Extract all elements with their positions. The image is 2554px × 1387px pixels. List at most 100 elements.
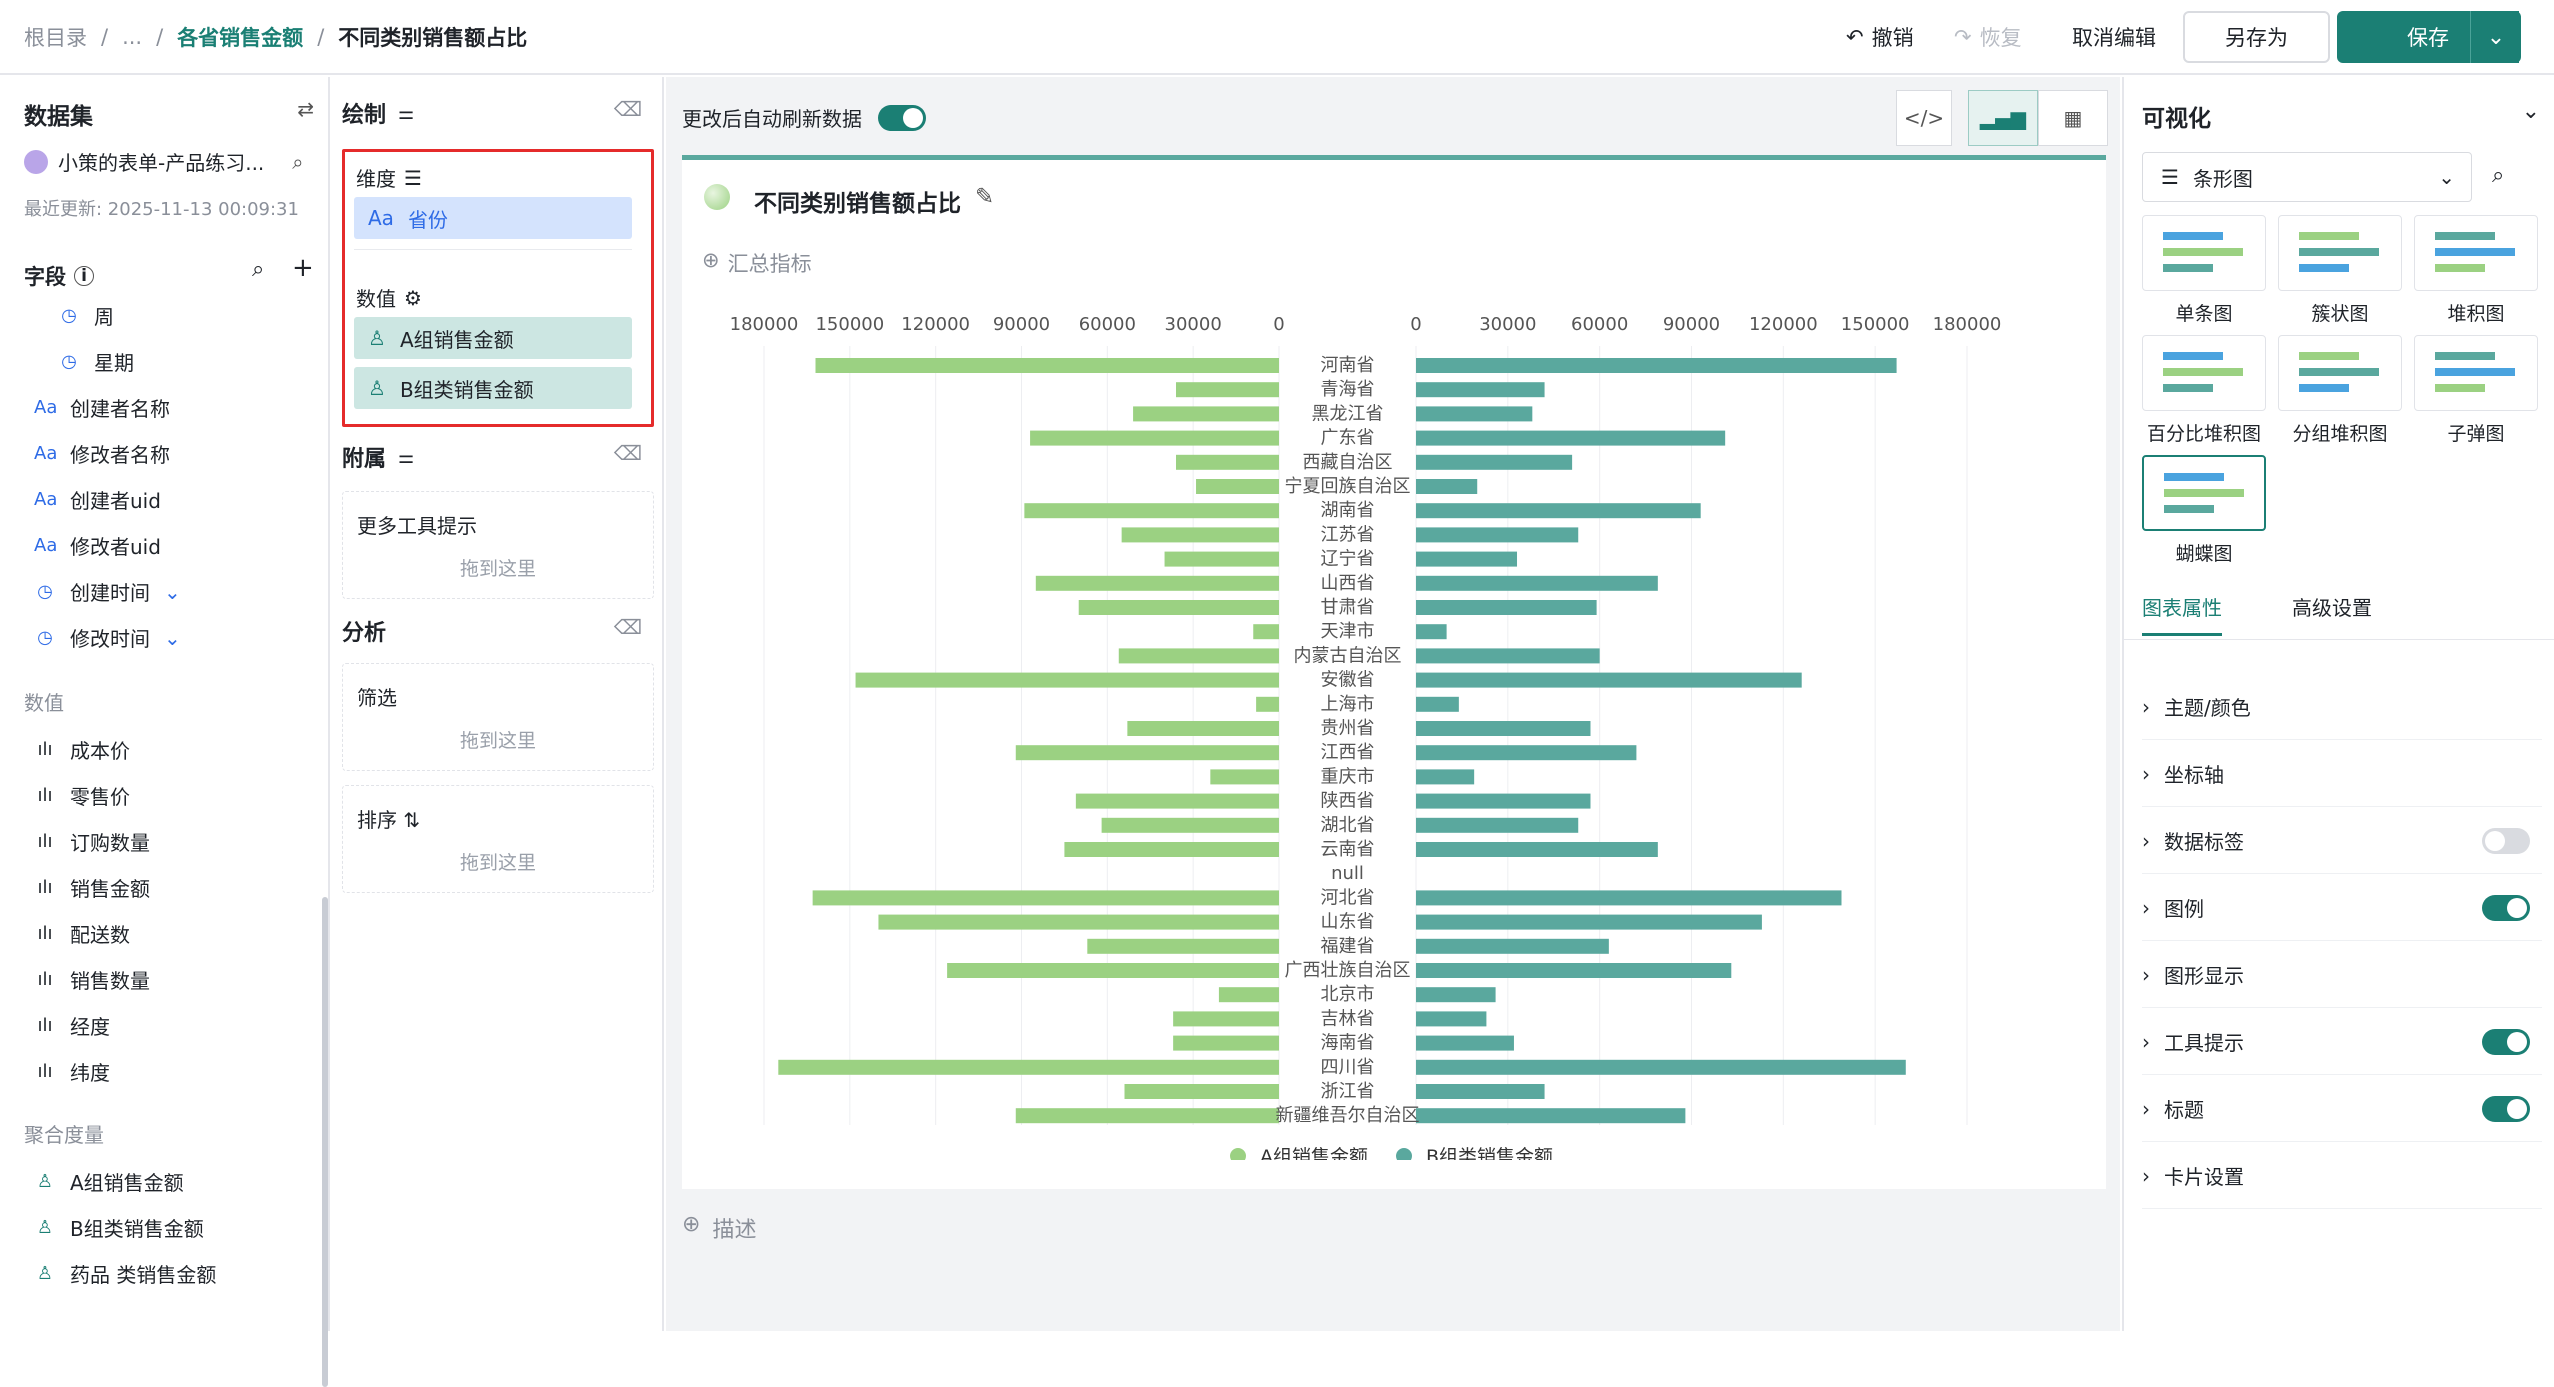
bar-series-a: [1196, 479, 1279, 494]
dimension-pill[interactable]: Aa 省份: [354, 197, 632, 239]
breadcrumb-ellipsis[interactable]: ...: [122, 25, 143, 49]
redo-button[interactable]: ↷ 恢复: [1954, 22, 2022, 52]
text-field-icon: Aa: [34, 443, 58, 464]
filter-lines-icon[interactable]: ☰: [404, 165, 422, 190]
chart-type-option[interactable]: 堆积图: [2414, 215, 2538, 326]
summary-metric-button[interactable]: ⊕ 汇总指标: [702, 248, 812, 278]
chart-type-option[interactable]: 分组堆积图: [2278, 335, 2402, 446]
search-icon[interactable]: ⌕: [252, 257, 265, 282]
field-label: 药品 类销售金额: [70, 1263, 217, 1287]
aggregate-icon: ♙: [36, 1171, 54, 1192]
chart-type-option[interactable]: 簇状图: [2278, 215, 2402, 326]
save-as-button[interactable]: 另存为: [2183, 11, 2330, 63]
sort-drop-zone[interactable]: 排序 ⇅ 拖到这里: [342, 785, 654, 893]
bar-series-b: [1416, 454, 1573, 470]
prop-section[interactable]: › 图形显示: [2142, 942, 2542, 1008]
settings-sliders-icon[interactable]: ⚌: [398, 102, 415, 124]
prop-label: 主题/颜色: [2164, 696, 2251, 720]
field-item[interactable]: ılı 订购数量: [34, 827, 150, 856]
field-item[interactable]: ılı 配送数: [34, 919, 130, 948]
tooltip-drop-zone[interactable]: 更多工具提示 拖到这里: [342, 491, 654, 599]
preview-icon[interactable]: ⌕: [292, 149, 304, 174]
field-item[interactable]: Aa 修改者名称: [34, 439, 170, 468]
field-item[interactable]: ◷ 周: [58, 301, 114, 330]
undo-button[interactable]: ↶ 撤销: [1846, 22, 1914, 52]
prop-label: 图形显示: [2164, 964, 2244, 988]
breadcrumb-root[interactable]: 根目录: [24, 26, 87, 50]
prop-section[interactable]: › 主题/颜色: [2142, 674, 2542, 740]
switch-dataset-icon[interactable]: ⇄: [297, 97, 314, 121]
search-icon[interactable]: ⌕: [2492, 163, 2505, 188]
thumbnail-bar: [2163, 352, 2223, 360]
category-label: 贵州省: [1321, 718, 1375, 739]
dataset-name-label: 小策的表单-产品练习...: [58, 151, 265, 175]
field-item[interactable]: ♙ 药品 类销售金额: [34, 1259, 216, 1288]
clear-icon[interactable]: ⌫: [613, 441, 642, 465]
prop-toggle[interactable]: [2482, 828, 2530, 854]
sort-icon[interactable]: ⇅: [403, 808, 421, 832]
prop-section[interactable]: › 标题: [2142, 1076, 2542, 1142]
field-item[interactable]: ◷ 修改时间 ⌄: [34, 623, 181, 652]
chart-type-option[interactable]: 蝴蝶图: [2142, 455, 2266, 566]
prop-toggle[interactable]: [2482, 1096, 2530, 1122]
breadcrumb-parent[interactable]: 各省销售金额: [177, 26, 304, 50]
measure-pill[interactable]: ♙ B组类销售金额: [354, 367, 632, 409]
edit-icon[interactable]: ✎: [975, 184, 995, 210]
field-item[interactable]: ◷ 星期: [58, 347, 134, 376]
prop-section[interactable]: › 图例: [2142, 875, 2542, 941]
gear-icon[interactable]: ⚙: [404, 285, 422, 310]
table-view-icon[interactable]: ▦: [2038, 90, 2108, 146]
dataset-name[interactable]: 小策的表单-产品练习... ⌕: [24, 147, 304, 176]
info-icon[interactable]: i: [74, 266, 94, 286]
prop-section[interactable]: › 卡片设置: [2142, 1143, 2542, 1209]
numeric-field-icon: ılı: [37, 785, 53, 806]
clear-icon[interactable]: ⌫: [613, 615, 642, 639]
prop-section[interactable]: › 坐标轴: [2142, 741, 2542, 807]
prop-section[interactable]: › 工具提示: [2142, 1009, 2542, 1075]
tab-chart-props[interactable]: 图表属性: [2142, 592, 2222, 636]
save-dropdown-button[interactable]: ⌄: [2470, 11, 2521, 63]
chevron-down-icon[interactable]: ⌄: [164, 579, 181, 604]
field-item[interactable]: ılı 销售金额: [34, 873, 150, 902]
prop-label: 图例: [2164, 897, 2204, 921]
cancel-edit-button[interactable]: 取消编辑: [2072, 26, 2156, 50]
field-item[interactable]: ◷ 创建时间 ⌄: [34, 577, 181, 606]
field-item[interactable]: Aa 创建者uid: [34, 485, 161, 514]
code-icon[interactable]: </>: [1896, 90, 1952, 146]
field-item[interactable]: Aa 创建者名称: [34, 393, 170, 422]
category-label: 甘肃省: [1321, 597, 1375, 618]
field-label: 销售金额: [70, 877, 150, 901]
prop-toggle[interactable]: [2482, 895, 2530, 921]
field-item[interactable]: Aa 修改者uid: [34, 531, 161, 560]
field-label: A组销售金额: [70, 1171, 184, 1195]
category-label: 湖北省: [1321, 815, 1375, 836]
field-item[interactable]: ♙ A组销售金额: [34, 1167, 184, 1196]
field-item[interactable]: ılı 成本价: [34, 735, 130, 764]
field-item[interactable]: ılı 经度: [34, 1011, 110, 1040]
chart-view-icon[interactable]: ▂▄▆: [1968, 90, 2038, 146]
clear-icon[interactable]: ⌫: [613, 97, 642, 121]
auto-refresh-toggle[interactable]: [878, 104, 926, 131]
chart-type-option[interactable]: 子弹图: [2414, 335, 2538, 446]
measure-pill[interactable]: ♙ A组销售金额: [354, 317, 632, 359]
add-icon[interactable]: +: [292, 253, 314, 283]
describe-button[interactable]: ⊕ 描述: [682, 1212, 756, 1244]
chevron-down-icon[interactable]: ⌄: [164, 625, 181, 650]
field-item[interactable]: ılı 零售价: [34, 781, 130, 810]
field-item[interactable]: ılı 销售数量: [34, 965, 150, 994]
prop-section[interactable]: › 数据标签: [2142, 808, 2542, 874]
field-item[interactable]: ılı 纬度: [34, 1057, 110, 1086]
tab-advanced[interactable]: 高级设置: [2292, 596, 2372, 620]
category-label: 云南省: [1321, 839, 1375, 860]
settings-sliders-icon[interactable]: ⚌: [398, 446, 415, 468]
chart-type-option[interactable]: 百分比堆积图: [2142, 335, 2266, 446]
field-item[interactable]: ♙ B组类销售金额: [34, 1213, 204, 1242]
chevron-down-icon[interactable]: ⌄: [2521, 99, 2540, 124]
filter-drop-zone[interactable]: 筛选 拖到这里: [342, 663, 654, 771]
scrollbar[interactable]: [322, 897, 328, 1387]
dimension-label-text: 维度: [356, 167, 396, 191]
chart-type-select[interactable]: ☰ 条形图 ⌄: [2142, 152, 2472, 202]
chart-type-option[interactable]: 单条图: [2142, 215, 2266, 326]
bar-series-a: [1064, 842, 1279, 857]
prop-toggle[interactable]: [2482, 1029, 2530, 1055]
